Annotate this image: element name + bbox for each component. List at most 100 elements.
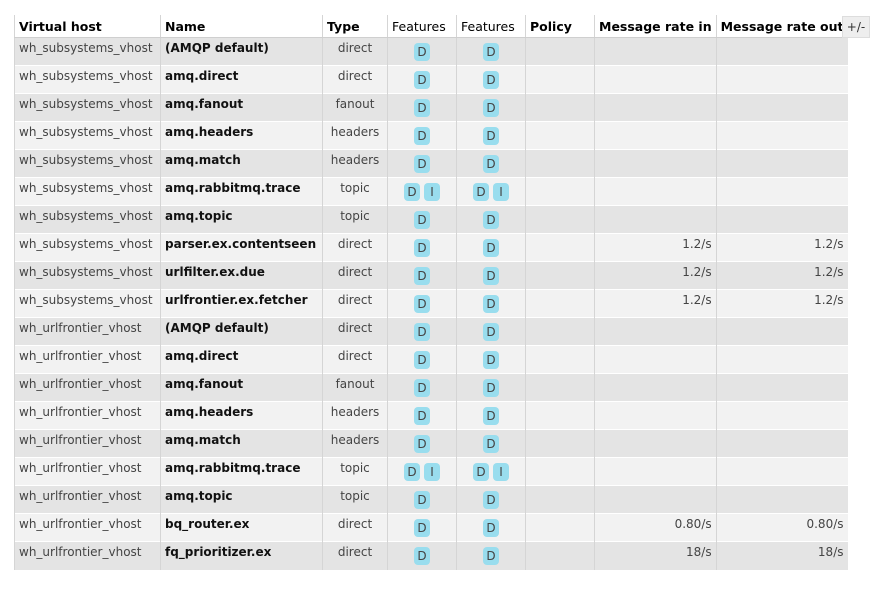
features-cell-2: D: [456, 345, 526, 374]
exchange-name-link[interactable]: (AMQP default): [160, 317, 323, 346]
features-cell-2: D: [456, 541, 526, 570]
vhost-cell: wh_subsystems_vhost: [14, 261, 161, 290]
type-cell: direct: [322, 317, 388, 346]
vhost-cell: wh_urlfrontier_vhost: [14, 485, 161, 514]
features-cell: D: [387, 149, 457, 178]
durable-badge: D: [483, 239, 499, 257]
vhost-cell: wh_urlfrontier_vhost: [14, 457, 161, 486]
vhost-cell: wh_urlfrontier_vhost: [14, 541, 161, 570]
features-cell-2: D: [456, 317, 526, 346]
durable-badge: D: [414, 491, 430, 509]
type-cell: headers: [322, 401, 388, 430]
message-rate-in-cell: [594, 205, 717, 234]
exchange-name-link[interactable]: parser.ex.contentseen: [160, 233, 323, 262]
toggle-columns-button[interactable]: +/-: [842, 16, 870, 38]
durable-badge: D: [483, 491, 499, 509]
durable-badge: D: [414, 239, 430, 257]
vhost-cell: wh_urlfrontier_vhost: [14, 401, 161, 430]
exchange-name-link[interactable]: amq.fanout: [160, 373, 323, 402]
exchange-name-link[interactable]: urlfilter.ex.due: [160, 261, 323, 290]
policy-cell: [525, 345, 595, 374]
durable-badge: D: [414, 547, 430, 565]
exchange-name-link[interactable]: amq.rabbitmq.trace: [160, 457, 323, 486]
message-rate-out-cell: [715, 205, 848, 234]
table-row: wh_urlfrontier_vhost (AMQP default) direct…: [14, 317, 848, 346]
col-header-features: Features: [387, 15, 457, 38]
table-row: wh_urlfrontier_vhost amq.fanout fanout D D: [14, 373, 848, 402]
message-rate-in-cell: [594, 457, 717, 486]
vhost-cell: wh_urlfrontier_vhost: [14, 513, 161, 542]
features-cell: D: [387, 121, 457, 150]
features-cell-2: D: [456, 205, 526, 234]
message-rate-in-cell: [594, 429, 717, 458]
durable-badge: D: [473, 463, 489, 481]
features-cell-2: D: [456, 429, 526, 458]
features-cell-2: D: [456, 93, 526, 122]
message-rate-out-cell: [715, 485, 848, 514]
message-rate-out-cell: 1.2/s: [715, 261, 848, 290]
type-cell: fanout: [322, 373, 388, 402]
features-cell: D: [387, 289, 457, 318]
policy-cell: [525, 541, 595, 570]
type-cell: direct: [322, 37, 388, 66]
exchange-name-link[interactable]: (AMQP default): [160, 37, 323, 66]
table-row: wh_urlfrontier_vhost amq.headers headers D D: [14, 401, 848, 430]
policy-cell: [525, 93, 595, 122]
message-rate-out-cell: [715, 401, 848, 430]
durable-badge: D: [414, 211, 430, 229]
type-cell: direct: [322, 233, 388, 262]
col-header-virtual-host[interactable]: Virtual host: [14, 15, 161, 38]
exchange-name-link[interactable]: fq_prioritizer.ex: [160, 541, 323, 570]
message-rate-out-cell: [715, 37, 848, 66]
exchange-name-link[interactable]: amq.headers: [160, 401, 323, 430]
table-row: wh_subsystems_vhost amq.rabbitmq.trace top…: [14, 177, 848, 206]
exchange-name-link[interactable]: amq.rabbitmq.trace: [160, 177, 323, 206]
policy-cell: [525, 513, 595, 542]
exchange-name-link[interactable]: amq.headers: [160, 121, 323, 150]
features-cell-2: D: [456, 65, 526, 94]
vhost-cell: wh_urlfrontier_vhost: [14, 317, 161, 346]
message-rate-in-cell: [594, 345, 717, 374]
exchange-name-link[interactable]: amq.match: [160, 429, 323, 458]
internal-badge: I: [424, 183, 440, 201]
type-cell: direct: [322, 289, 388, 318]
message-rate-in-cell: 1.2/s: [594, 261, 717, 290]
exchange-name-link[interactable]: urlfrontier.ex.fetcher: [160, 289, 323, 318]
durable-badge: D: [483, 267, 499, 285]
vhost-cell: wh_subsystems_vhost: [14, 121, 161, 150]
exchange-name-link[interactable]: amq.direct: [160, 345, 323, 374]
exchange-name-link[interactable]: amq.topic: [160, 205, 323, 234]
exchange-name-link[interactable]: amq.topic: [160, 485, 323, 514]
type-cell: topic: [322, 485, 388, 514]
table-row: wh_urlfrontier_vhost bq_router.ex direct D D…: [14, 513, 848, 542]
internal-badge: I: [493, 183, 509, 201]
type-cell: topic: [322, 177, 388, 206]
features-cell-2: D: [456, 513, 526, 542]
durable-badge: D: [414, 71, 430, 89]
exchange-name-link[interactable]: amq.match: [160, 149, 323, 178]
message-rate-out-cell: [715, 429, 848, 458]
exchange-name-link[interactable]: bq_router.ex: [160, 513, 323, 542]
message-rate-in-cell: [594, 37, 717, 66]
col-header-type[interactable]: Type: [322, 15, 388, 38]
table-row: wh_urlfrontier_vhost amq.topic topic D D: [14, 485, 848, 514]
durable-badge: D: [483, 407, 499, 425]
features-cell-2: D: [456, 401, 526, 430]
durable-badge: D: [414, 519, 430, 537]
vhost-cell: wh_subsystems_vhost: [14, 205, 161, 234]
features-cell-2: D: [456, 485, 526, 514]
type-cell: fanout: [322, 93, 388, 122]
col-header-name[interactable]: Name: [160, 15, 323, 38]
table-row: wh_urlfrontier_vhost fq_prioritizer.ex dir…: [14, 541, 848, 570]
message-rate-out-cell: 0.80/s: [715, 513, 848, 542]
exchange-name-link[interactable]: amq.fanout: [160, 93, 323, 122]
col-header-policy[interactable]: Policy: [525, 15, 595, 38]
durable-badge: D: [483, 155, 499, 173]
exchange-name-link[interactable]: amq.direct: [160, 65, 323, 94]
durable-badge: D: [483, 435, 499, 453]
table-header-row: Virtual host Name Type Features Features…: [14, 15, 848, 38]
durable-badge: D: [414, 379, 430, 397]
features-cell-2: D: [456, 233, 526, 262]
policy-cell: [525, 233, 595, 262]
